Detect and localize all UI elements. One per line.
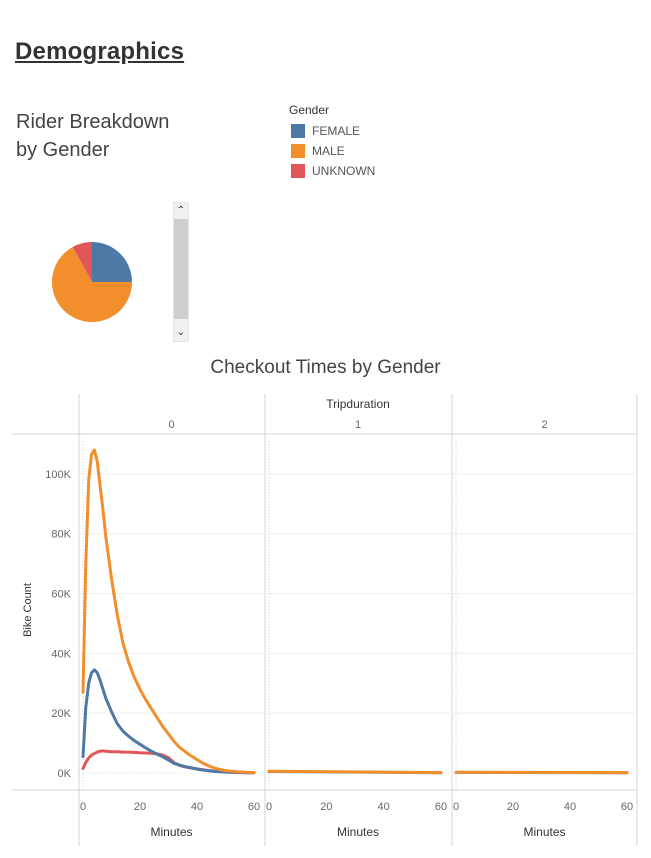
pie-slice-female (92, 242, 132, 282)
legend-item-female[interactable]: FEMALE (289, 121, 375, 141)
legend-swatch-female (291, 124, 305, 138)
panel-label-0: 0 (168, 419, 174, 431)
pie-slice-unknown (72, 242, 92, 282)
panel-label-2: 2 (541, 419, 547, 431)
legend-item-unknown[interactable]: UNKNOWN (289, 161, 375, 181)
page-title: Demographics (15, 38, 185, 65)
series-line-female-panel-0 (81, 668, 256, 775)
x-tick-label: 0 (453, 801, 459, 813)
y-tick-label: 100K (45, 469, 71, 481)
scroll-up-icon[interactable]: ⌃ (176, 205, 186, 216)
y-tick-label: 80K (51, 529, 71, 541)
legend-label-male: MALE (312, 144, 345, 158)
x-tick-label: 60 (248, 801, 260, 813)
x-axis-label: Minutes (523, 825, 565, 839)
x-tick-label: 20 (134, 801, 146, 813)
gender-pie-chart (51, 242, 132, 322)
y-axis-label: Bike Count (22, 583, 34, 637)
scroll-thumb[interactable] (174, 219, 188, 319)
y-tick-label: 20K (51, 708, 71, 720)
column-header-tripduration: Tripduration (326, 397, 390, 411)
legend-title: Gender (289, 103, 330, 117)
legend-swatch-male (291, 144, 305, 158)
x-tick-label: 20 (507, 801, 519, 813)
panel-label-1: 1 (355, 419, 361, 431)
scroll-down-icon[interactable]: ⌄ (176, 327, 186, 338)
x-axis-label: Minutes (337, 825, 379, 839)
x-tick-label: 60 (435, 801, 447, 813)
gender-legend: Gender FEMALE MALE UNKNOWN (289, 103, 375, 181)
pie-chart-title: Rider Breakdown by Gender (16, 111, 170, 161)
legend-item-male[interactable]: MALE (289, 141, 375, 161)
x-tick-label: 40 (378, 801, 390, 813)
x-tick-label: 40 (564, 801, 576, 813)
pie-slice-male (51, 246, 132, 322)
y-tick-label: 60K (51, 589, 71, 601)
x-tick-label: 40 (191, 801, 203, 813)
y-tick-label: 40K (51, 648, 71, 660)
x-tick-label: 0 (266, 801, 272, 813)
legend-swatch-unknown (291, 164, 305, 178)
legend-label-unknown: UNKNOWN (312, 164, 376, 178)
x-tick-label: 0 (80, 801, 86, 813)
y-tick-label: 0K (58, 768, 72, 780)
x-tick-label: 60 (621, 801, 633, 813)
pie-scrollbar[interactable]: ⌃ ⌄ (173, 202, 189, 342)
legend-label-female: FEMALE (312, 124, 361, 138)
x-axis-label: Minutes (150, 825, 192, 839)
line-chart-title: Checkout Times by Gender (210, 357, 441, 378)
series-line-male-panel-1 (267, 769, 443, 775)
series-line-male-panel-0 (81, 448, 256, 775)
checkout-times-chart: Tripduration 0K 20K 40K 60K 80K 100K Bike Count… (12, 394, 638, 846)
x-tick-label: 20 (320, 801, 332, 813)
